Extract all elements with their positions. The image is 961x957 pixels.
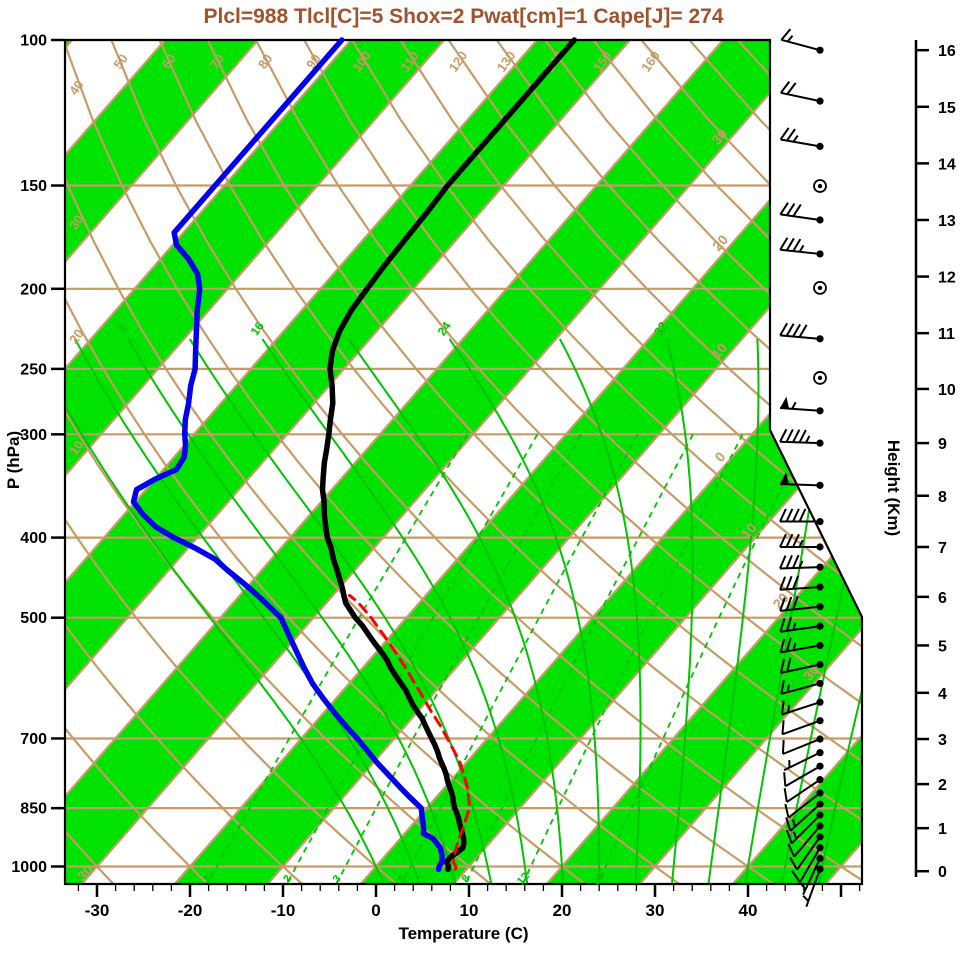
svg-text:120: 120 bbox=[446, 48, 471, 74]
svg-text:0: 0 bbox=[938, 864, 947, 881]
svg-text:20: 20 bbox=[553, 901, 572, 920]
svg-text:60: 60 bbox=[159, 51, 180, 71]
skewt-background bbox=[65, 40, 862, 884]
axes: -30 -20 -10 0 10 20 30 401001502002503004005007… bbox=[11, 33, 955, 921]
wind-barbs bbox=[779, 28, 827, 908]
svg-text:150: 150 bbox=[20, 178, 47, 195]
svg-text:10: 10 bbox=[460, 901, 479, 920]
plot-border bbox=[63, 38, 864, 886]
chart-title: Plcl=988 Tlcl[C]=5 Shox=2 Pwat[cm]=1 Cap… bbox=[203, 5, 724, 28]
parcel-curve bbox=[348, 594, 471, 871]
svg-text:400: 400 bbox=[20, 530, 47, 547]
svg-text:16: 16 bbox=[938, 43, 956, 60]
svg-text:-30: -30 bbox=[85, 901, 110, 920]
svg-text:30: 30 bbox=[66, 212, 87, 232]
svg-text:50: 50 bbox=[110, 51, 131, 71]
svg-text:2: 2 bbox=[938, 777, 947, 794]
svg-text:14: 14 bbox=[938, 156, 956, 173]
svg-text:40: 40 bbox=[66, 77, 87, 97]
svg-text:300: 300 bbox=[20, 427, 47, 444]
svg-text:250: 250 bbox=[20, 361, 47, 378]
left-axis-title: P (hPa) bbox=[4, 430, 23, 490]
x-axis-title: Temperature (C) bbox=[398, 924, 529, 943]
svg-text:160: 160 bbox=[638, 48, 663, 74]
svg-text:200: 200 bbox=[20, 281, 47, 298]
svg-text:8: 8 bbox=[938, 489, 947, 506]
svg-text:-10: -10 bbox=[271, 901, 296, 920]
svg-text:10: 10 bbox=[66, 438, 87, 458]
svg-text:-20: -20 bbox=[178, 901, 203, 920]
svg-text:30: 30 bbox=[646, 901, 665, 920]
svg-text:20: 20 bbox=[66, 326, 87, 346]
svg-text:1000: 1000 bbox=[11, 859, 47, 876]
svg-text:0: 0 bbox=[371, 901, 380, 920]
svg-text:6: 6 bbox=[938, 590, 947, 607]
svg-text:7: 7 bbox=[938, 540, 947, 557]
svg-text:70: 70 bbox=[207, 51, 228, 71]
svg-text:40: 40 bbox=[739, 901, 758, 920]
svg-text:15: 15 bbox=[938, 100, 956, 117]
svg-text:11: 11 bbox=[938, 326, 955, 343]
svg-text:700: 700 bbox=[20, 731, 47, 748]
right-axis-title: Height (Km) bbox=[884, 439, 903, 537]
svg-text:4: 4 bbox=[938, 686, 947, 703]
dewpoint-curve bbox=[130, 37, 445, 873]
svg-text:80: 80 bbox=[255, 51, 276, 71]
svg-text:16: 16 bbox=[248, 319, 267, 338]
svg-text:500: 500 bbox=[20, 610, 47, 627]
svg-text:1: 1 bbox=[938, 821, 947, 838]
svg-text:10: 10 bbox=[938, 382, 956, 399]
svg-text:12: 12 bbox=[938, 270, 956, 287]
svg-text:13: 13 bbox=[938, 213, 956, 230]
svg-text:3: 3 bbox=[938, 732, 947, 749]
temperature-curve bbox=[319, 37, 578, 873]
svg-text:9: 9 bbox=[938, 436, 947, 453]
svg-text:0: 0 bbox=[711, 448, 728, 465]
svg-text:850: 850 bbox=[20, 801, 47, 818]
svg-text:5: 5 bbox=[938, 638, 947, 655]
svg-text:100: 100 bbox=[20, 33, 47, 50]
